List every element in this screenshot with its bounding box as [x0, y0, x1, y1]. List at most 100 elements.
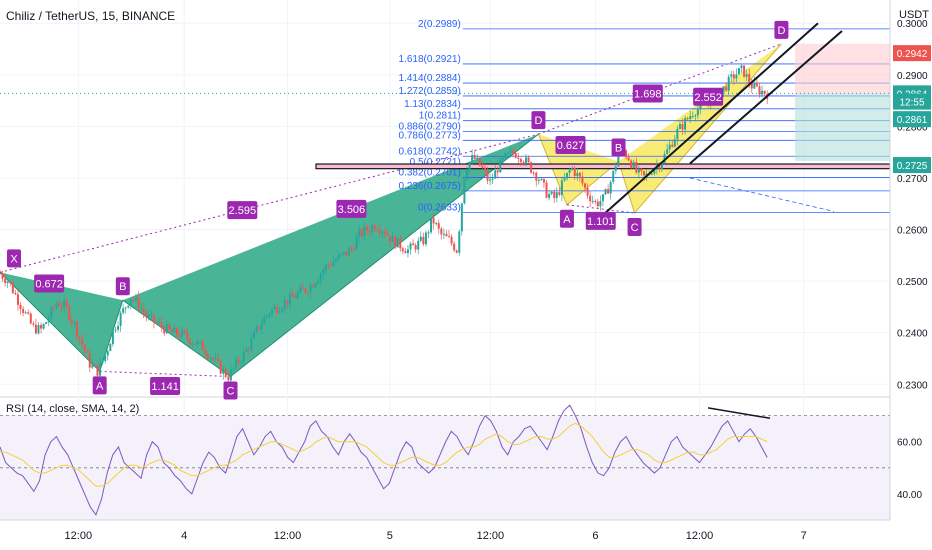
rsi-legend[interactable]: RSI (14, close, SMA, 14, 2)	[6, 403, 140, 415]
candle-body	[673, 139, 676, 147]
candle-body	[750, 83, 753, 89]
resistance-zone	[315, 163, 891, 170]
candle-body	[535, 172, 538, 181]
time-tick-7: 7	[801, 530, 807, 542]
candle-body	[142, 308, 145, 313]
pattern-0-point-A: A	[96, 380, 104, 392]
candle-body	[689, 116, 692, 120]
pattern-0-point-A-box	[92, 376, 107, 395]
candle-body	[288, 293, 291, 305]
candle-body	[424, 232, 427, 245]
candle-body	[255, 326, 258, 332]
candle-body	[409, 243, 412, 250]
candle-body	[224, 368, 227, 377]
candle-body	[373, 225, 376, 230]
fib-label-3: 1.272(0.2859)	[399, 86, 461, 97]
candle-body	[453, 243, 456, 251]
candle-body	[219, 360, 222, 374]
candle-body	[40, 325, 43, 329]
candle-body	[537, 179, 540, 181]
pattern-0-point-B-box	[115, 277, 130, 296]
candle-body	[737, 68, 740, 75]
candle-body	[696, 108, 699, 116]
fib-label-6: 0.886(0.2790)	[399, 122, 461, 133]
candle-body	[596, 201, 599, 207]
price-tag-4	[893, 157, 931, 174]
harmonic-0-ac	[99, 370, 231, 378]
candle-body	[396, 237, 399, 248]
time-tick-0: 12:00	[65, 530, 93, 542]
candle-body	[524, 157, 527, 164]
pattern-1-ratio-2-box	[632, 84, 663, 103]
candle-body	[660, 163, 663, 170]
price-tag-0	[893, 45, 931, 62]
candle-body	[45, 322, 48, 324]
candle-body	[332, 261, 335, 266]
candle-body	[50, 307, 53, 319]
candle-body	[42, 323, 45, 329]
candle-body	[58, 303, 61, 306]
channel-lower	[599, 22, 819, 219]
candle-body	[204, 350, 207, 354]
candle-body	[281, 308, 284, 312]
candle-body	[117, 325, 120, 330]
fib-label-5: 1(0.2811)	[419, 111, 461, 122]
rsi-tick-1: 60.00	[897, 438, 922, 449]
candle-body	[304, 288, 307, 293]
candle-body	[34, 324, 37, 334]
candle-body	[253, 331, 256, 338]
candle-body	[422, 236, 425, 245]
candle-body	[353, 249, 356, 251]
candle-body	[273, 306, 276, 310]
candle-body	[122, 308, 125, 313]
candle-body	[514, 153, 517, 158]
candle-body	[555, 192, 558, 198]
fib-label-8: 0.618(0.2742)	[399, 146, 461, 157]
harmonic-0-bcd	[122, 134, 539, 377]
candle-body	[371, 225, 374, 232]
candle-body	[132, 299, 135, 301]
candle-body	[637, 168, 640, 173]
candle-body	[258, 326, 261, 330]
candle-body	[432, 217, 435, 224]
projection-line	[689, 177, 835, 212]
candle-body	[4, 278, 7, 284]
candle-body	[99, 362, 102, 376]
candle-body	[732, 74, 735, 79]
candle-body	[450, 236, 453, 244]
candle-body	[106, 351, 109, 356]
candle-body	[242, 351, 245, 363]
candle-body	[481, 165, 484, 168]
candle-body	[401, 248, 404, 252]
candle-body	[614, 166, 617, 171]
candle-body	[417, 240, 420, 250]
candle-body	[291, 293, 294, 297]
candle-body	[568, 169, 571, 173]
candle-body	[566, 172, 569, 179]
candle-body	[758, 86, 761, 95]
candle-body	[435, 223, 438, 225]
candle-body	[124, 307, 127, 309]
candle-body	[294, 296, 297, 298]
candle-body	[129, 299, 132, 306]
symbol-legend[interactable]: Chiliz / TetherUS, 15, BINANCE	[6, 9, 176, 23]
candle-body	[553, 191, 556, 198]
candle-body	[0, 273, 1, 275]
fib-label-1: 1.618(0.2921)	[399, 54, 461, 65]
candle-body	[501, 158, 504, 160]
candle-body	[694, 115, 697, 117]
candle-body	[29, 313, 32, 324]
candle-body	[740, 65, 743, 69]
candle-body	[147, 315, 150, 318]
candle-body	[178, 334, 181, 337]
pattern-1-ratio-1-box	[585, 211, 616, 230]
pattern-1-ratio-0-box	[555, 136, 586, 155]
candle-body	[365, 226, 368, 231]
trend-lines	[599, 22, 843, 219]
candle-body	[478, 157, 481, 166]
fib-label-7: 0.786(0.2773)	[399, 130, 461, 141]
candle-body	[309, 285, 312, 293]
candle-body	[73, 322, 76, 324]
